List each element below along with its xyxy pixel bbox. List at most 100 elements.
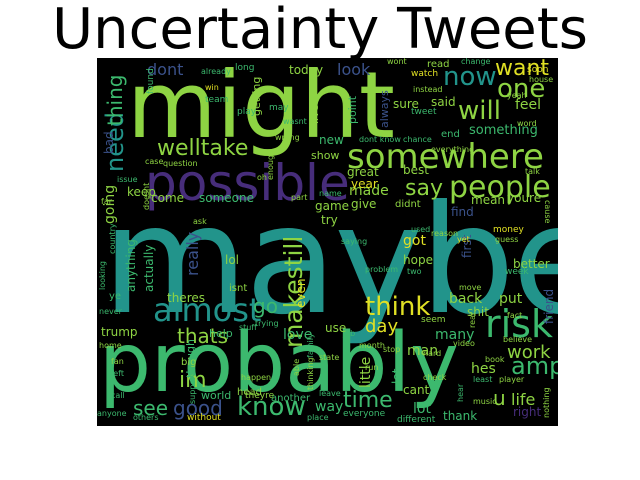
word-welltake: welltake — [157, 136, 249, 161]
word-far: far — [101, 197, 113, 206]
word-nothing: nothing — [542, 387, 551, 418]
word-player: player — [499, 375, 525, 384]
word-another: another — [271, 393, 311, 404]
word-job: job — [343, 329, 356, 338]
word-say: say — [405, 176, 443, 201]
word-fact: fact — [507, 311, 523, 320]
word-yeah: yeah — [507, 91, 527, 100]
word-see: see — [133, 396, 169, 420]
word-word: word — [517, 119, 537, 128]
word-cant: cant — [403, 383, 430, 397]
word-tweet: tweet — [411, 107, 437, 117]
word-come: come — [151, 191, 185, 205]
word-money: money — [493, 225, 524, 235]
word-place: place — [307, 413, 329, 422]
word-two: two — [407, 267, 422, 276]
page-title: Uncertainty Tweets — [52, 0, 588, 62]
word-big: big — [181, 357, 197, 368]
word-oh: oh — [257, 173, 267, 182]
word-know: know — [237, 392, 306, 422]
word-run: run — [365, 363, 379, 372]
word-thank: thank — [443, 409, 478, 423]
word-wrong: wrong — [275, 133, 300, 142]
word-able: able — [292, 358, 301, 376]
word-show: show — [311, 149, 340, 162]
word-right: right — [513, 405, 542, 419]
word-little: little — [358, 356, 374, 388]
word-part: part — [291, 193, 308, 202]
word-feel: feel — [515, 97, 542, 113]
word-stop: stop — [383, 345, 401, 354]
word-call: call — [111, 391, 125, 400]
word-lot: lot — [413, 401, 431, 417]
word-back: back — [449, 291, 483, 307]
word-always: always — [378, 90, 391, 128]
word-probably: probably — [99, 316, 459, 411]
word-made: made — [349, 183, 389, 199]
word-got: got — [403, 233, 426, 249]
word-way: way — [315, 399, 344, 415]
word-good: good — [173, 396, 223, 420]
word-happen: happen — [241, 373, 272, 382]
word-one: one — [497, 74, 546, 104]
word-many: many — [435, 327, 475, 343]
word-hes: hes — [471, 361, 496, 377]
word-world: world — [201, 389, 232, 402]
word-anyone: anyone — [97, 409, 127, 418]
word-end: end — [441, 129, 460, 140]
word-start: start — [200, 103, 210, 124]
word-used: used — [411, 225, 431, 234]
word-almost: almost — [153, 291, 262, 329]
word-go: go — [253, 294, 278, 318]
word-without: without — [187, 413, 221, 423]
word-question: question — [163, 159, 198, 168]
word-let: let — [390, 368, 404, 384]
word-support: support — [188, 373, 197, 404]
word-instead: instead — [413, 85, 443, 94]
word-think: think — [365, 292, 431, 322]
word-shit: shit — [467, 305, 489, 319]
word-try: try — [321, 213, 338, 227]
word-cause: cause — [543, 200, 552, 224]
word-possible: possible — [145, 154, 350, 212]
word-wasnt: wasnt — [283, 117, 307, 126]
word-even: even — [294, 278, 308, 308]
word-team: team — [205, 95, 229, 105]
word-find: find — [451, 205, 474, 219]
word-actually: actually — [142, 244, 156, 292]
word-issue: issue — [117, 175, 138, 184]
word-state: state — [319, 353, 340, 362]
word-watch: watch — [411, 69, 439, 79]
word-keep: keep — [127, 185, 156, 199]
word-cloud: maybe might probably possible somewhere … — [97, 58, 558, 426]
word-life: life — [511, 390, 536, 409]
word-play: play — [237, 107, 257, 117]
word-theres: theres — [167, 291, 205, 305]
word-check: check — [423, 373, 447, 382]
word-leave: leave — [319, 389, 341, 398]
word-country: country — [108, 223, 117, 254]
word-believe: believe — [503, 335, 533, 344]
word-dont-know: dont know — [359, 135, 401, 144]
word-didnt: didnt — [395, 199, 421, 210]
word-im: im — [179, 368, 207, 393]
word-house: house — [529, 75, 554, 84]
word-case: case — [145, 157, 164, 166]
word-found: found — [146, 68, 156, 94]
word-others: others — [133, 413, 159, 422]
word-month: month — [359, 341, 385, 350]
word-problem: problem — [365, 265, 399, 274]
word-least: least — [473, 375, 493, 384]
word-great: great — [347, 165, 379, 179]
word-chance: chance — [403, 135, 432, 144]
word-may: may — [269, 103, 289, 113]
word-mean: mean — [471, 193, 506, 207]
word-day: day — [365, 316, 399, 337]
word-love: love — [283, 327, 313, 343]
word-looking: looking — [98, 260, 107, 290]
word-dont: dont — [147, 60, 184, 79]
word-give: give — [351, 197, 377, 211]
word-new: new — [319, 133, 344, 147]
word-name: name — [319, 189, 342, 198]
word-head: head — [237, 387, 262, 398]
